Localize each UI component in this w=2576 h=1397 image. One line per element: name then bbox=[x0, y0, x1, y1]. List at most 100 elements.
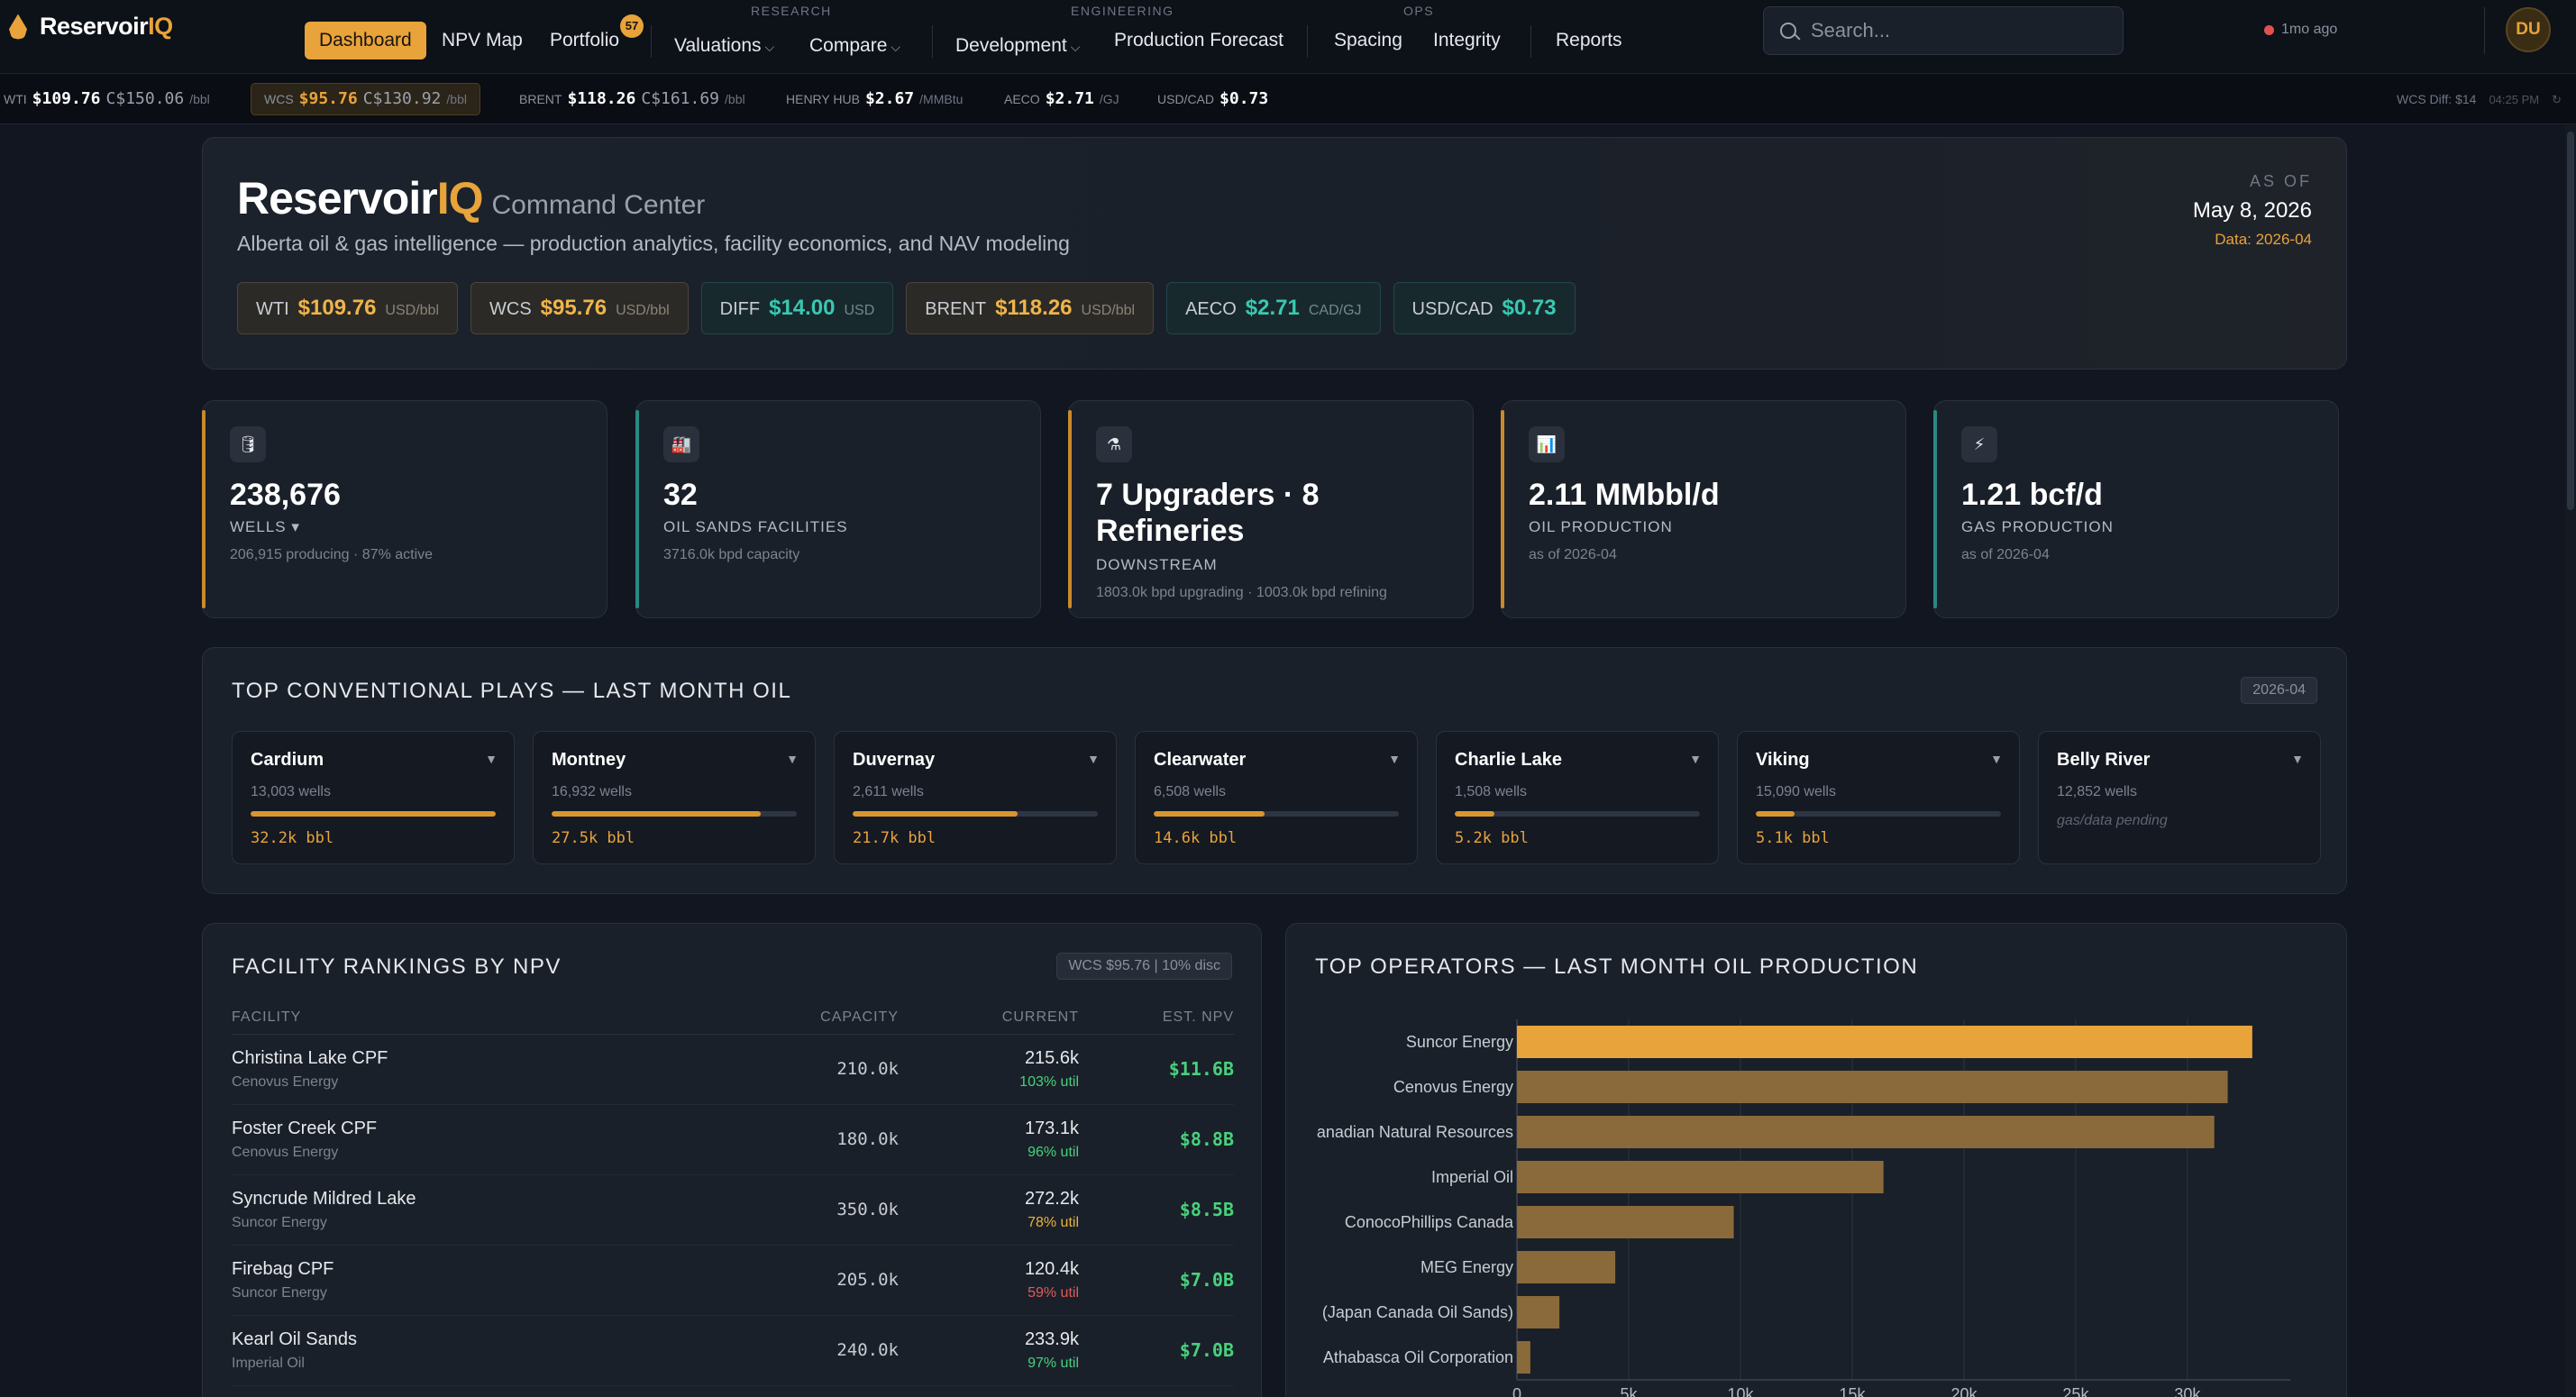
facility-name[interactable]: Foster Creek CPF bbox=[232, 1118, 378, 1138]
cell-facility: Christina Lake CPF Cenovus Energy bbox=[232, 1034, 736, 1105]
operator-bar[interactable] bbox=[1517, 1026, 2252, 1058]
factory-icon: 🏭 bbox=[663, 426, 699, 462]
search-icon bbox=[1780, 23, 1796, 39]
facility-name[interactable]: Syncrude Mildred Lake bbox=[232, 1188, 416, 1209]
kpi-value: 32 bbox=[663, 478, 698, 512]
ticker-wti: WTI $109.76 C$150.06/bbl bbox=[4, 89, 210, 108]
facility-utilization: 103% util bbox=[1019, 1073, 1079, 1090]
nav-npv-map[interactable]: NPV Map bbox=[442, 30, 523, 50]
caret-down-icon[interactable]: ▼ bbox=[485, 752, 498, 766]
search-input[interactable] bbox=[1811, 16, 2108, 45]
operator-bar[interactable] bbox=[1517, 1161, 1884, 1193]
operator-bar[interactable] bbox=[1517, 1071, 2228, 1103]
kpi-value: 2.11 MMbbl/d bbox=[1529, 478, 1720, 512]
kpi-card[interactable]: 🏭 32 OIL SANDS FACILITIES 3716.0k bpd capac… bbox=[635, 400, 1041, 618]
table-row[interactable]: Foster Creek CPF Cenovus Energy 180.0k 173.… bbox=[232, 1104, 1234, 1175]
play-volume-fill bbox=[1455, 811, 1494, 817]
nav-reports[interactable]: Reports bbox=[1556, 30, 1622, 50]
play-name: Charlie Lake bbox=[1455, 750, 1562, 770]
refresh-icon[interactable]: ↻ bbox=[2552, 93, 2562, 106]
app-logo[interactable]: ReservoirIQ bbox=[9, 13, 173, 41]
caret-down-icon[interactable]: ▼ bbox=[1689, 752, 1702, 766]
page-title: ReservoirIQ Command Center bbox=[237, 173, 706, 224]
kpi-value: 7 Upgraders · 8 Refineries bbox=[1096, 478, 1320, 548]
nav-development[interactable]: Development ⌵ bbox=[941, 27, 1094, 65]
top-nav: ReservoirIQ RESEARCH ENGINEERING OPS Das… bbox=[0, 0, 2576, 74]
play-card[interactable]: Viking ▼ 15,090 wells 5.1k bbl bbox=[1737, 731, 2020, 864]
play-card[interactable]: Montney ▼ 16,932 wells 27.5k bbl bbox=[533, 731, 816, 864]
nav-portfolio[interactable]: Portfolio bbox=[550, 30, 620, 50]
caret-down-icon[interactable]: ▼ bbox=[1388, 752, 1401, 766]
cell-npv: $11.6B bbox=[1079, 1034, 1234, 1105]
facility-name[interactable]: Christina Lake CPF bbox=[232, 1047, 388, 1068]
price-chip-value: $2.71 bbox=[1245, 296, 1300, 320]
table-row[interactable]: Syncrude Mildred Lake Suncor Energy 350.0k… bbox=[232, 1174, 1234, 1246]
caret-down-icon[interactable]: ▼ bbox=[1087, 752, 1100, 766]
operator-bar[interactable] bbox=[1517, 1251, 1616, 1283]
cell-facility: Syncrude Mildred Lake Suncor Energy bbox=[232, 1174, 736, 1246]
table-row[interactable]: Firebag CPF Suncor Energy 205.0k 120.4k 59% … bbox=[232, 1245, 1234, 1316]
x-tick-label: 15k bbox=[1839, 1385, 1866, 1397]
nav-dashboard[interactable]: Dashboard bbox=[305, 22, 426, 59]
caret-down-icon[interactable]: ▼ bbox=[2291, 752, 2304, 766]
app-name: ReservoirIQ bbox=[40, 13, 173, 40]
play-wells: 15,090 wells bbox=[1756, 784, 1836, 799]
play-volume: 21.7k bbl bbox=[853, 829, 936, 847]
nav-valuations[interactable]: Valuations ⌵ bbox=[660, 27, 789, 65]
user-avatar[interactable]: DU bbox=[2506, 7, 2551, 52]
play-card[interactable]: Duvernay ▼ 2,611 wells 21.7k bbl bbox=[834, 731, 1117, 864]
scrollbar-thumb[interactable] bbox=[2567, 132, 2574, 510]
nav-group-ops: OPS bbox=[1403, 4, 1435, 18]
kpi-card[interactable]: 🛢 238,676 WELLS ▾ 206,915 producing · 87% a… bbox=[202, 400, 607, 618]
col-current[interactable]: CURRENT bbox=[899, 1001, 1079, 1035]
operator-bar[interactable] bbox=[1517, 1296, 1560, 1329]
ticker-henry-hub: HENRY HUB $2.67/MMBtu bbox=[786, 89, 964, 108]
facility-name[interactable]: Kearl Oil Sands bbox=[232, 1329, 357, 1349]
nav-compare[interactable]: Compare ⌵ bbox=[795, 27, 915, 65]
col-npv[interactable]: EST. NPV bbox=[1079, 1001, 1234, 1035]
operator-label: Imperial Oil bbox=[1431, 1168, 1513, 1186]
col-capacity[interactable]: CAPACITY bbox=[736, 1001, 899, 1035]
facility-current: 215.6k bbox=[1024, 1047, 1079, 1068]
price-chip-label: BRENT bbox=[925, 299, 987, 319]
nav-spacing[interactable]: Spacing bbox=[1334, 30, 1402, 50]
operator-bar[interactable] bbox=[1517, 1116, 2215, 1148]
cell-current: 233.9k 97% util bbox=[899, 1315, 1079, 1386]
operator-bar[interactable] bbox=[1517, 1206, 1734, 1238]
kpi-card[interactable]: ⚡ 1.21 bcf/d GAS PRODUCTION as of 2026-04 bbox=[1933, 400, 2339, 618]
nav-production-forecast[interactable]: Production Forecast bbox=[1114, 30, 1283, 50]
nav-valuations-label: Valuations bbox=[674, 35, 762, 56]
caret-down-icon[interactable]: ▼ bbox=[1990, 752, 2003, 766]
page-scrollbar[interactable] bbox=[2565, 124, 2576, 1397]
period-badge: 2026-04 bbox=[2241, 677, 2317, 704]
chevron-down-icon: ⌵ bbox=[891, 40, 900, 54]
facility-name[interactable]: Firebag CPF bbox=[232, 1258, 334, 1279]
oil-drop-icon bbox=[9, 14, 27, 40]
price-chip-value: $14.00 bbox=[769, 296, 836, 320]
kpi-detail: 1803.0k bpd upgrading · 1003.0k bpd refi… bbox=[1096, 585, 1387, 600]
facility-utilization: 97% util bbox=[1028, 1355, 1079, 1371]
play-card[interactable]: Cardium ▼ 13,003 wells 32.2k bbl bbox=[232, 731, 515, 864]
play-volume-bar bbox=[1756, 811, 2001, 817]
cell-facility: Foster Creek CPF Cenovus Energy bbox=[232, 1104, 736, 1175]
facility-npv: $8.5B bbox=[1179, 1199, 1234, 1220]
price-chip: DIFF $14.00 USD bbox=[700, 282, 894, 334]
play-card[interactable]: Clearwater ▼ 6,508 wells 14.6k bbl bbox=[1135, 731, 1418, 864]
cell-facility: Firebag CPF Suncor Energy bbox=[232, 1245, 736, 1316]
facility-utilization: 96% util bbox=[1028, 1144, 1079, 1160]
kpi-card[interactable]: ⚗ 7 Upgraders · 8 Refineries DOWNSTREAM 180… bbox=[1068, 400, 1474, 618]
facility-npv: $7.0B bbox=[1179, 1269, 1234, 1291]
play-volume: 14.6k bbl bbox=[1154, 829, 1238, 847]
kpi-card[interactable]: 📊 2.11 MMbbl/d OIL PRODUCTION as of 2026-04 bbox=[1501, 400, 1906, 618]
col-facility[interactable]: FACILITY bbox=[232, 1001, 736, 1035]
table-row[interactable]: Kearl Oil Sands Imperial Oil 240.0k 233.9k 9… bbox=[232, 1315, 1234, 1386]
nav-separator bbox=[1530, 25, 1531, 58]
nav-integrity[interactable]: Integrity bbox=[1433, 30, 1501, 50]
caret-down-icon[interactable]: ▼ bbox=[786, 752, 799, 766]
play-card[interactable]: Charlie Lake ▼ 1,508 wells 5.2k bbl bbox=[1436, 731, 1719, 864]
operator-bar[interactable] bbox=[1517, 1341, 1530, 1374]
cell-npv: $8.5B bbox=[1079, 1174, 1234, 1246]
play-card[interactable]: Belly River ▼ 12,852 wells gas/data pending bbox=[2038, 731, 2321, 864]
table-row[interactable]: Christina Lake CPF Cenovus Energy 210.0k 21… bbox=[232, 1034, 1234, 1105]
facility-current: 173.1k bbox=[1024, 1118, 1079, 1138]
